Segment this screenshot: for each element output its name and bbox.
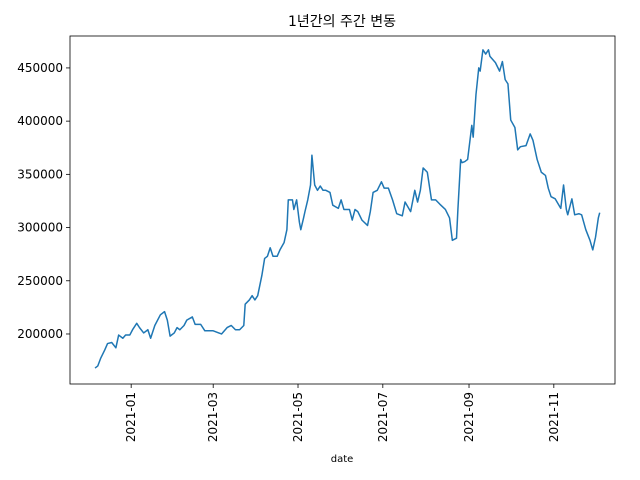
y-tick-label: 300000 — [17, 221, 63, 235]
plot-frame — [69, 35, 616, 385]
data-line — [94, 49, 601, 369]
y-tick-label: 200000 — [17, 327, 63, 341]
x-tick-label: 2021-01 — [124, 392, 138, 442]
chart-title: 1년간의 주간 변동 — [288, 14, 396, 30]
x-tick-label: 2021-09 — [462, 392, 476, 442]
y-tick-label: 350000 — [17, 167, 63, 181]
y-tick-label: 450000 — [17, 61, 63, 75]
x-tick-label: 2021-11 — [547, 392, 561, 442]
x-axis-label: date — [331, 454, 354, 465]
y-tick-label: 250000 — [17, 274, 63, 288]
x-tick-label: 2021-03 — [206, 392, 220, 442]
y-tick-label: 400000 — [17, 114, 63, 128]
x-tick-label: 2021-05 — [291, 392, 305, 442]
x-tick-label: 2021-07 — [376, 392, 390, 442]
